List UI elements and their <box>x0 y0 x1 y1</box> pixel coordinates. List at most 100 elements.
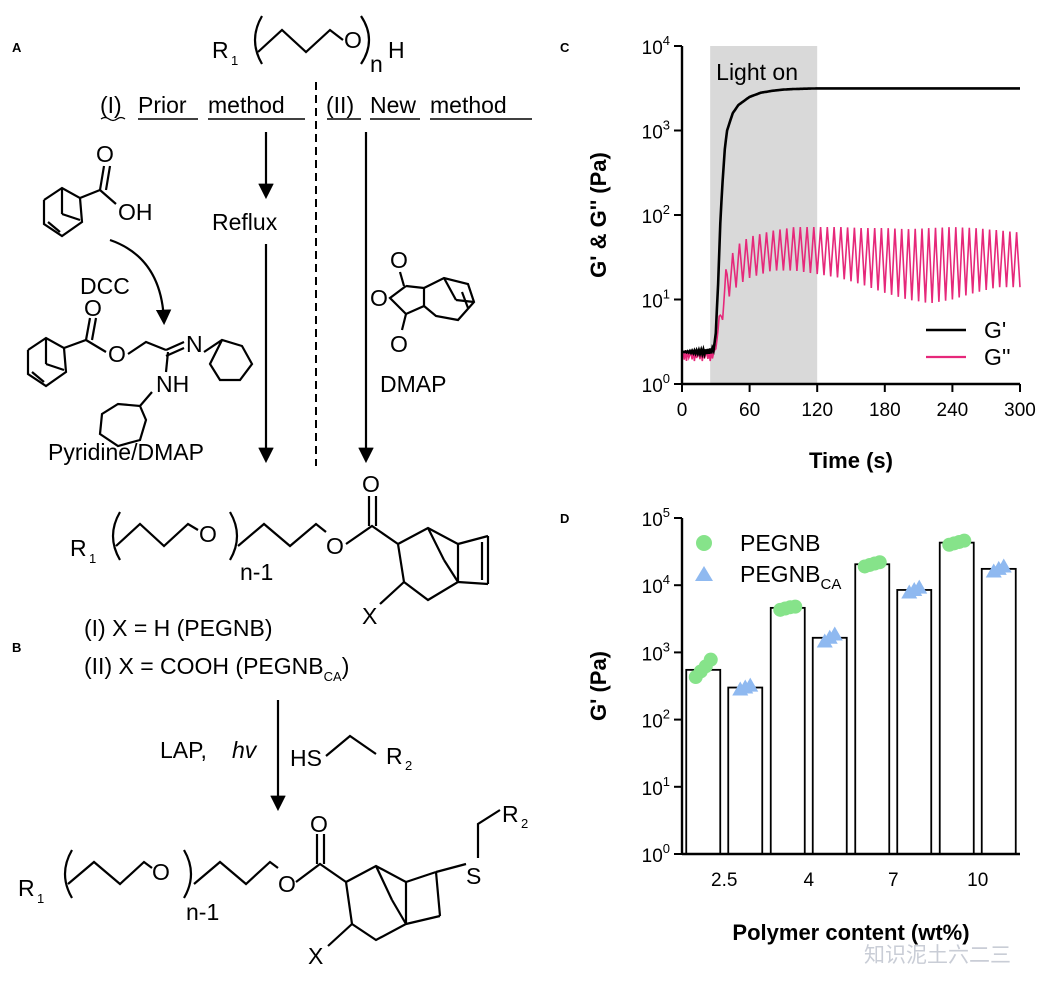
y-tick-label: 104 <box>642 572 670 598</box>
final-r1-sub: 1 <box>37 891 44 906</box>
product-r1-sub: 1 <box>89 551 96 566</box>
anhydride-o-top: O <box>390 247 408 273</box>
new-method-word2: method <box>430 92 507 118</box>
method-headers: (I) Prior method (II) New method <box>100 92 532 122</box>
y-tick-label-base: 10 <box>642 292 663 313</box>
ester-oxygen: O <box>108 341 126 367</box>
y-tick-label-exp: 2 <box>663 707 670 722</box>
reflux-label: Reflux <box>212 209 278 235</box>
data-point-pegnb <box>872 555 887 570</box>
y-tick-label-exp: 3 <box>663 639 670 654</box>
final-carbonyl-o: O <box>310 811 328 837</box>
final-n-minus-1: n-1 <box>186 899 219 925</box>
y-tick-label: 101 <box>642 287 670 313</box>
product-definition-2-main: (II) X = COOH (PEGNB <box>84 653 324 679</box>
product-x: X <box>362 603 377 629</box>
carbic-anhydride: O O O <box>370 247 476 357</box>
final-r1: R <box>18 875 35 901</box>
y-tick-label-exp: 0 <box>663 371 670 386</box>
prior-method-word1: Prior <box>138 92 187 118</box>
y-tick-label-exp: 4 <box>663 33 670 48</box>
data-point-pegnb <box>788 599 803 614</box>
y-tick-label-base: 10 <box>642 123 663 144</box>
panel-label-a: A <box>12 40 22 55</box>
data-point-pegnb-ca <box>742 677 759 692</box>
dcc-arrow <box>109 238 172 326</box>
data-point-pegnb <box>957 533 972 548</box>
bar-pegnb-ca <box>896 589 933 855</box>
thiol-r2-sub: 2 <box>405 758 412 773</box>
final-r2: R <box>502 801 519 827</box>
thiol-r2: R <box>386 743 403 769</box>
y-tick-label: 105 <box>642 505 670 531</box>
x-tick-label: 120 <box>801 400 833 421</box>
y-tick-label-base: 10 <box>642 846 663 867</box>
y-tick-label: 103 <box>642 118 670 144</box>
y-tick-label: 100 <box>642 841 670 867</box>
y-tick-label-base: 10 <box>642 577 663 598</box>
y-tick-label-exp: 1 <box>663 774 670 789</box>
bar-pegnb <box>769 606 806 855</box>
product-definition-2-close: ) <box>342 653 350 679</box>
x-tick-label: 60 <box>739 400 760 421</box>
y-tick-label-base: 10 <box>642 779 663 800</box>
product-ester-o: O <box>326 533 344 559</box>
x-tick-label: 300 <box>1004 400 1036 421</box>
y-tick-label-exp: 0 <box>663 841 670 856</box>
x-category-label: 2.5 <box>711 870 737 891</box>
x-category-label: 4 <box>803 870 814 891</box>
g-prime-line <box>681 87 1020 360</box>
panel-label-c: C <box>560 40 570 55</box>
y-tick-label: 101 <box>642 774 670 800</box>
anhydride-o-bottom: O <box>390 331 408 357</box>
left-bracket <box>253 15 263 65</box>
n-subscript: n <box>370 51 383 77</box>
dcc-label: DCC <box>80 273 130 299</box>
legend-pegnb-ca-sub: CA <box>821 576 842 593</box>
product-n-minus-1: n-1 <box>240 559 273 585</box>
r1-label: R <box>212 37 229 63</box>
panel-label-b: B <box>12 640 21 655</box>
y-tick-label-base: 10 <box>642 207 663 228</box>
rheology-chart: C Light on0 60 120 180 240 300100101102103104… <box>560 33 1036 473</box>
y-tick-label-exp: 5 <box>663 505 670 520</box>
dmap-label: DMAP <box>380 371 446 397</box>
y-tick-label-exp: 1 <box>663 287 670 302</box>
product-carbonyl-o: O <box>362 471 380 497</box>
bar-pegnb-ca <box>727 686 764 855</box>
lap-label: LAP, <box>160 737 207 763</box>
y-tick-label: 102 <box>642 707 670 733</box>
bar-pegnb <box>938 541 975 855</box>
new-method-number: (II) <box>326 92 354 118</box>
peg-reactant: R 1 O n H <box>212 15 405 77</box>
product-definition-2-sub: CA <box>324 669 342 684</box>
x-tick-label: 240 <box>937 400 969 421</box>
x-axis-title: Polymer content (wt%) <box>732 920 969 945</box>
x-tick-label: 180 <box>869 400 901 421</box>
prior-method-number: (I) <box>100 92 122 118</box>
acid-oxygen: O <box>96 141 114 167</box>
final-r2-sub: 2 <box>521 816 528 831</box>
x-tick-label: 0 <box>677 400 688 421</box>
y-tick-label-exp: 4 <box>663 572 670 587</box>
y-tick-label-base: 10 <box>642 38 663 59</box>
pyridine-dmap-label: Pyridine/DMAP <box>48 439 204 465</box>
g-double-prime-line <box>681 227 1021 362</box>
light-on-region <box>710 46 818 384</box>
legend-pegnb-ca-label: PEGNBCA <box>740 561 841 593</box>
y-tick-label-base: 10 <box>642 644 663 665</box>
x-category-label: 10 <box>967 870 988 891</box>
product-r1: R <box>70 535 87 561</box>
legend-pegnb-label: PEGNB <box>740 530 821 556</box>
bar-pegnb-ca <box>980 567 1017 855</box>
legend-pegnb-ca-main: PEGNB <box>740 561 821 587</box>
y-tick-label-base: 10 <box>642 376 663 397</box>
x-axis-title: Time (s) <box>809 448 893 473</box>
final-ester-o: O <box>278 871 296 897</box>
y-tick-label: 104 <box>642 33 670 59</box>
new-method-word1: New <box>370 92 416 118</box>
y-tick-label-base: 10 <box>642 712 663 733</box>
y-axis-title: G' & G'' (Pa) <box>586 152 611 278</box>
